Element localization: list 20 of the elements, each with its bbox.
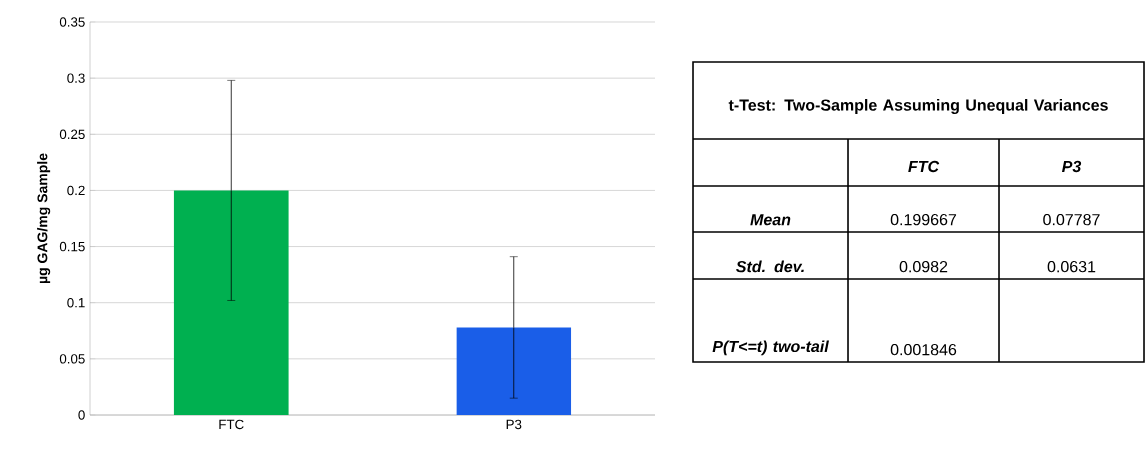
text: t-Test: Two-Sample Assuming Unequal Variances (728, 99, 1108, 114)
category-label: Mean (750, 214, 791, 226)
category-label: P(T<=t) two-tail (712, 340, 830, 356)
y-tick-label: 0.05 (59, 354, 85, 364)
y-tick-label: 0.2 (67, 185, 85, 196)
y-tick-label: 0.3 (67, 73, 85, 83)
text: 0.0982 (899, 260, 948, 273)
category-label: P3 (1062, 160, 1082, 173)
y-tick-label: 0.35 (59, 17, 85, 27)
text: 0.07787 (1043, 213, 1100, 226)
y-tick-label: 0.15 (59, 241, 85, 252)
text: 0.0631 (1047, 260, 1096, 273)
category-label: FTC (908, 160, 940, 173)
y-tick-label: 0 (78, 410, 85, 420)
text: 0.001846 (890, 343, 957, 356)
text: 0.199667 (890, 213, 957, 226)
y-axis-title: µg GAG/mg Sample (37, 153, 51, 284)
category-label: Std. dev. (736, 260, 804, 273)
y-tick-label: 0.1 (67, 298, 85, 308)
y-tick-label: 0.25 (59, 129, 85, 139)
